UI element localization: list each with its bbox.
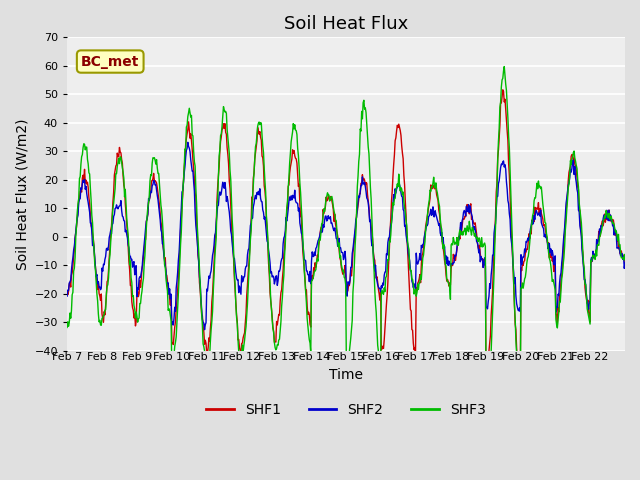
SHF2 xyxy=(63,293,71,299)
SHF1 xyxy=(499,87,507,93)
SHF2 xyxy=(282,228,289,234)
Line: SHF3: SHF3 xyxy=(67,67,625,407)
Line: SHF1: SHF1 xyxy=(67,90,625,379)
SHF1 xyxy=(404,245,412,251)
SHF1 xyxy=(259,155,267,160)
SHF1 xyxy=(280,252,288,257)
SHF1 xyxy=(621,260,629,265)
SHF3 xyxy=(63,324,71,330)
Title: Soil Heat Flux: Soil Heat Flux xyxy=(284,15,408,33)
SHF3 xyxy=(500,64,508,70)
SHF1 xyxy=(483,376,491,382)
Y-axis label: Soil Heat Flux (W/m2): Soil Heat Flux (W/m2) xyxy=(15,118,29,270)
SHF3 xyxy=(231,282,239,288)
Text: BC_met: BC_met xyxy=(81,55,140,69)
SHF3 xyxy=(483,404,491,410)
SHF3 xyxy=(621,257,629,263)
SHF1 xyxy=(435,207,443,213)
SHF1 xyxy=(129,305,136,311)
SHF3 xyxy=(259,143,267,149)
SHF2 xyxy=(405,254,413,260)
SHF2 xyxy=(233,275,241,281)
SHF1 xyxy=(231,288,239,293)
X-axis label: Time: Time xyxy=(329,368,363,382)
SHF2 xyxy=(129,264,136,270)
SHF2 xyxy=(621,260,629,265)
SHF2 xyxy=(184,139,191,145)
SHF2 xyxy=(201,327,209,333)
SHF1 xyxy=(63,288,71,293)
SHF3 xyxy=(435,200,443,206)
SHF3 xyxy=(404,238,412,243)
Legend: SHF1, SHF2, SHF3: SHF1, SHF2, SHF3 xyxy=(200,397,492,422)
SHF3 xyxy=(280,273,288,278)
SHF2 xyxy=(260,216,268,222)
SHF3 xyxy=(129,294,136,300)
Line: SHF2: SHF2 xyxy=(67,142,625,330)
SHF2 xyxy=(436,230,444,236)
